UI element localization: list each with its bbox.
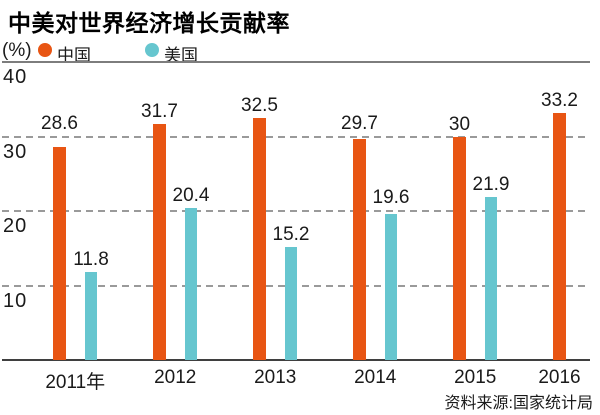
x-axis-label-2012: 2012	[154, 367, 197, 388]
legend-label-us: 美国	[164, 46, 198, 65]
y-tick-label-20: 20	[3, 215, 28, 237]
gridline-40	[2, 61, 590, 63]
value-label-china-2015: 30	[448, 113, 471, 135]
gridline-30	[2, 135, 590, 138]
bar-china-2016	[553, 112, 566, 360]
x-axis-label-2013: 2013	[254, 367, 297, 388]
value-label-china-2012: 31.7	[141, 100, 178, 122]
value-label-us-2011年: 11.8	[73, 249, 109, 271]
bar-china-2015	[453, 136, 466, 360]
value-label-us-2013: 15.2	[272, 223, 310, 245]
unit-label: (%)	[2, 40, 32, 61]
y-tick-label-40: 40	[3, 66, 28, 88]
value-label-china-2013: 32.5	[241, 94, 278, 116]
bar-china-2012	[153, 123, 166, 360]
bar-china-2013	[253, 117, 266, 360]
legend-marker-us-icon	[145, 43, 159, 57]
x-axis-label-2014: 2014	[354, 367, 397, 388]
legend-marker-china-icon	[38, 43, 52, 57]
bar-us-2013	[285, 246, 297, 360]
value-label-us-2014: 19.6	[372, 187, 410, 208]
value-label-china-2011年: 28.6	[41, 112, 78, 134]
bar-us-2015	[485, 196, 497, 360]
x-axis-label-2011年: 2011年	[45, 372, 106, 393]
x-axis-label-2015: 2015	[454, 367, 497, 388]
bar-china-2011年	[53, 146, 66, 360]
y-tick-label-10: 10	[3, 289, 28, 312]
source-note: 资料来源:国家统计局	[444, 395, 593, 412]
gridline-20	[2, 210, 590, 212]
bar-us-2012	[185, 208, 197, 360]
legend-label-china: 中国	[57, 46, 91, 65]
value-label-us-2015: 21.9	[472, 173, 510, 195]
bar-us-2014	[385, 213, 397, 360]
bar-us-2011年	[85, 272, 97, 360]
x-axis-label-2016: 2016	[538, 367, 581, 388]
value-label-us-2012: 20.4	[172, 185, 210, 207]
value-label-china-2014: 29.7	[341, 112, 378, 134]
y-tick-label-30: 30	[3, 140, 28, 163]
page-title: 中美对世界经济增长贡献率	[8, 10, 290, 36]
x-axis-line	[2, 359, 590, 361]
bar-china-2014	[353, 138, 366, 360]
value-label-china-2016: 33.2	[541, 89, 578, 111]
